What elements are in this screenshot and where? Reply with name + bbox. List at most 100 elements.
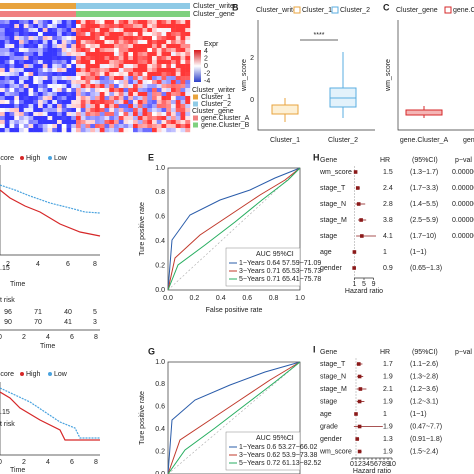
heatmap-cell [76, 80, 81, 85]
label: (1.2~3.6) [410, 386, 438, 393]
heatmap-cell [95, 20, 100, 25]
heatmap-cell [19, 96, 24, 101]
heatmap-cell [180, 120, 186, 125]
heatmap-cell [76, 60, 81, 65]
heatmap-cell [128, 68, 134, 73]
heatmap-cell [38, 100, 43, 105]
label: 0.0 [155, 471, 165, 474]
heatmap-cell [4, 68, 10, 73]
heatmap-cell [38, 104, 43, 109]
heatmap-cell [147, 108, 153, 113]
heatmap-cell [180, 108, 186, 113]
heatmap-cell [180, 96, 186, 101]
heatmap-cell [133, 64, 138, 69]
heatmap-cell [118, 60, 124, 65]
roc-g [167, 361, 301, 474]
heatmap-cell [104, 124, 110, 129]
heatmap-cell [118, 64, 124, 69]
heatmap-cell [109, 116, 115, 121]
label: 1.7 [383, 361, 393, 368]
heatmap-cell [185, 80, 191, 85]
legend-box [225, 247, 301, 287]
heatmap-cell [118, 116, 124, 121]
heatmap-cell [33, 100, 39, 105]
label: 5 [362, 281, 366, 288]
heatmap-cell [23, 128, 29, 133]
heatmap-cell [14, 116, 20, 121]
heatmap-cell [47, 36, 53, 41]
label: 0.2 [190, 295, 200, 302]
heatmap-cell [185, 84, 191, 89]
label: score [0, 155, 14, 162]
heatmap-cell [137, 116, 143, 121]
heatmap-cell [156, 32, 162, 37]
heatmap-cell [19, 112, 24, 117]
heatmap-cell [95, 88, 100, 93]
heatmap-cell [47, 72, 53, 77]
heatmap-cell [28, 72, 34, 77]
label: 1.0 [155, 359, 165, 366]
heatmap-cell [161, 88, 167, 93]
heatmap-cell [42, 116, 48, 121]
heatmap-cell [52, 68, 58, 73]
heatmap-cell [71, 92, 77, 97]
heatmap-cell [123, 80, 129, 85]
heatmap-cell [23, 96, 29, 101]
heatmap-cell [147, 88, 153, 93]
heatmap-cell [33, 20, 39, 25]
heatmap-cell [28, 108, 34, 113]
heatmap-cell [180, 112, 186, 117]
heatmap-cell [28, 52, 34, 57]
heatmap-cell [137, 52, 143, 57]
heatmap-cell [166, 84, 172, 89]
heatmap-cell [14, 92, 20, 97]
heatmap-cell [71, 124, 77, 129]
heatmap-cell [0, 88, 5, 93]
heatmap-cell [14, 108, 20, 113]
heatmap-cell [38, 44, 43, 49]
heatmap-cell [152, 28, 157, 33]
heatmap-cell [76, 104, 81, 109]
heatmap-cell [118, 52, 124, 57]
heatmap-cell [95, 24, 100, 29]
heatmap-cell [66, 120, 72, 125]
heatmap-cell [71, 128, 77, 133]
heatmap-cell [147, 24, 153, 29]
heatmap-cell [185, 32, 191, 37]
heatmap-cell [175, 40, 181, 45]
km-top-curves [0, 165, 101, 256]
heatmap-cell [90, 120, 96, 125]
heatmap-cell [66, 116, 72, 121]
heatmap-cell [47, 40, 53, 45]
heatmap-cell [99, 52, 105, 57]
label: 4 [36, 261, 40, 268]
heatmap-cell [133, 24, 138, 29]
heatmap-cell [118, 48, 124, 53]
heatmap-cell [4, 120, 10, 125]
heatmap-cell [42, 128, 48, 133]
heatmap-cell [123, 44, 129, 49]
label: 3−Years 0.71 65.53−75.73 [239, 268, 321, 275]
heatmap-cell [137, 80, 143, 85]
heatmap-cell [161, 120, 167, 125]
label: stage_T [320, 185, 346, 192]
heatmap-cell [47, 68, 53, 73]
heatmap-cell [128, 28, 134, 33]
heatmap-cell [152, 68, 157, 73]
heatmap-cell [23, 20, 29, 25]
heatmap-cell [9, 96, 15, 101]
heatmap-cell [33, 104, 39, 109]
heatmap-cell [171, 116, 176, 121]
heatmap-cell [80, 128, 86, 133]
heatmap-cell [123, 116, 129, 121]
heatmap-cell [99, 88, 105, 93]
heatmap-cell [104, 52, 110, 57]
label: Cluster_2 [340, 7, 370, 14]
label: Cluster_writer [192, 87, 236, 94]
heatmap-cell [118, 112, 124, 117]
heatmap-cell [142, 72, 148, 77]
label: 0.00000 [452, 217, 474, 224]
heatmap-cell [104, 104, 110, 109]
heatmap-cell [52, 72, 58, 77]
heatmap-cell [57, 60, 62, 65]
